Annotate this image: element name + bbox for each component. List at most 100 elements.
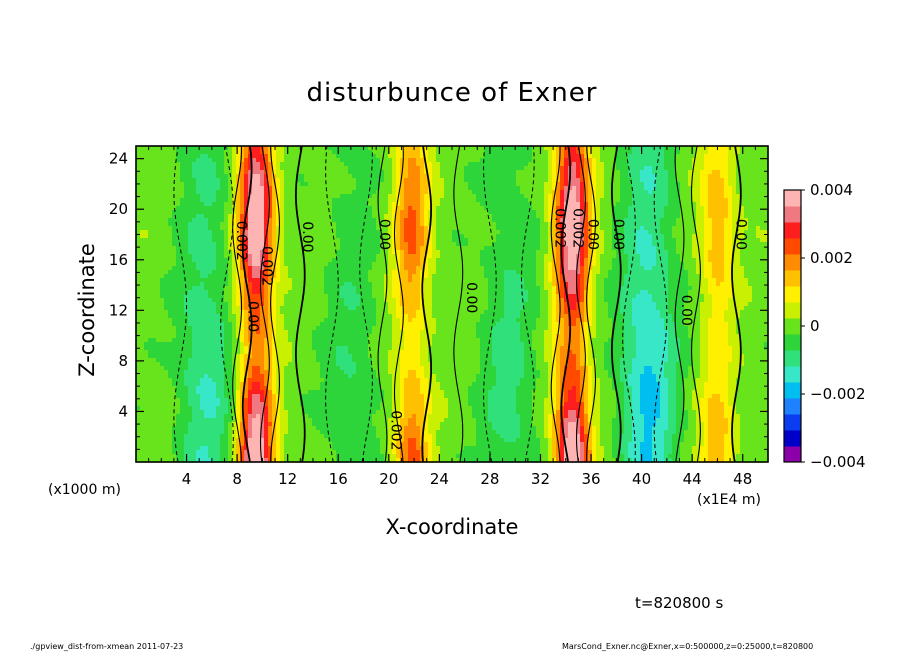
field-cell (152, 322, 157, 327)
field-cell (224, 322, 229, 327)
field-cell (256, 458, 261, 463)
field-cell (200, 298, 205, 303)
field-cell (196, 270, 201, 275)
field-cell (332, 454, 337, 459)
field-cell (204, 330, 209, 335)
field-cell (168, 346, 173, 351)
field-cell (240, 226, 245, 231)
field-cell (180, 242, 185, 247)
field-cell (304, 446, 309, 451)
field-cell (380, 278, 385, 283)
field-cell (200, 146, 205, 151)
field-cell (324, 442, 329, 447)
field-cell (288, 318, 293, 323)
field-cell (260, 358, 265, 363)
field-cell (236, 226, 241, 231)
field-cell (244, 430, 249, 435)
field-cell (172, 406, 177, 411)
field-cell (264, 354, 269, 359)
field-cell (320, 258, 325, 263)
field-cell (208, 350, 213, 355)
field-cell (336, 154, 341, 159)
field-cell (248, 158, 253, 163)
field-cell (352, 174, 357, 179)
field-cell (320, 250, 325, 255)
field-cell (312, 390, 317, 395)
field-cell (268, 318, 273, 323)
field-cell (308, 250, 313, 255)
field-cell (368, 278, 373, 283)
field-cell (220, 254, 225, 259)
field-cell (180, 158, 185, 163)
field-cell (332, 382, 337, 387)
field-cell (264, 238, 269, 243)
field-cell (388, 162, 393, 167)
field-cell (244, 458, 249, 463)
field-cell (316, 254, 321, 259)
field-cell (256, 450, 261, 455)
field-cell (228, 206, 233, 211)
field-cell (136, 374, 141, 379)
field-cell (220, 446, 225, 451)
field-cell (216, 214, 221, 219)
field-cell (316, 270, 321, 275)
field-cell (252, 162, 257, 167)
field-cell (228, 414, 233, 419)
field-cell (164, 454, 169, 459)
field-cell (180, 338, 185, 343)
field-cell (152, 206, 157, 211)
field-cell (152, 262, 157, 267)
field-cell (172, 298, 177, 303)
field-cell (244, 222, 249, 227)
field-cell (372, 342, 377, 347)
field-cell (220, 322, 225, 327)
field-cell (344, 150, 349, 155)
field-cell (320, 238, 325, 243)
field-cell (220, 226, 225, 231)
field-cell (236, 446, 241, 451)
field-cell (192, 438, 197, 443)
field-cell (252, 146, 257, 151)
field-cell (148, 186, 153, 191)
field-cell (224, 326, 229, 331)
field-cell (176, 446, 181, 451)
field-cell (208, 266, 213, 271)
field-cell (204, 282, 209, 287)
field-cell (368, 162, 373, 167)
field-cell (168, 230, 173, 235)
field-cell (340, 314, 345, 319)
field-cell (232, 262, 237, 267)
field-cell (336, 406, 341, 411)
field-cell (136, 314, 141, 319)
field-cell (156, 274, 161, 279)
field-cell (356, 274, 361, 279)
field-cell (352, 430, 357, 435)
field-cell (264, 178, 269, 183)
field-cell (216, 334, 221, 339)
field-cell (376, 342, 381, 347)
field-cell (164, 230, 169, 235)
field-cell (316, 242, 321, 247)
field-cell (228, 458, 233, 463)
field-cell (376, 314, 381, 319)
field-cell (252, 222, 257, 227)
field-cell (144, 326, 149, 331)
field-cell (156, 314, 161, 319)
field-cell (332, 182, 337, 187)
field-cell (216, 158, 221, 163)
field-cell (304, 186, 309, 191)
field-cell (176, 354, 181, 359)
field-cell (316, 290, 321, 295)
field-cell (160, 418, 165, 423)
field-cell (380, 242, 385, 247)
field-cell (232, 298, 237, 303)
field-cell (196, 190, 201, 195)
field-cell (304, 150, 309, 155)
field-cell (344, 326, 349, 331)
field-cell (164, 174, 169, 179)
field-cell (356, 190, 361, 195)
field-cell (216, 314, 221, 319)
field-cell (284, 258, 289, 263)
field-cell (240, 218, 245, 223)
field-cell (384, 198, 389, 203)
